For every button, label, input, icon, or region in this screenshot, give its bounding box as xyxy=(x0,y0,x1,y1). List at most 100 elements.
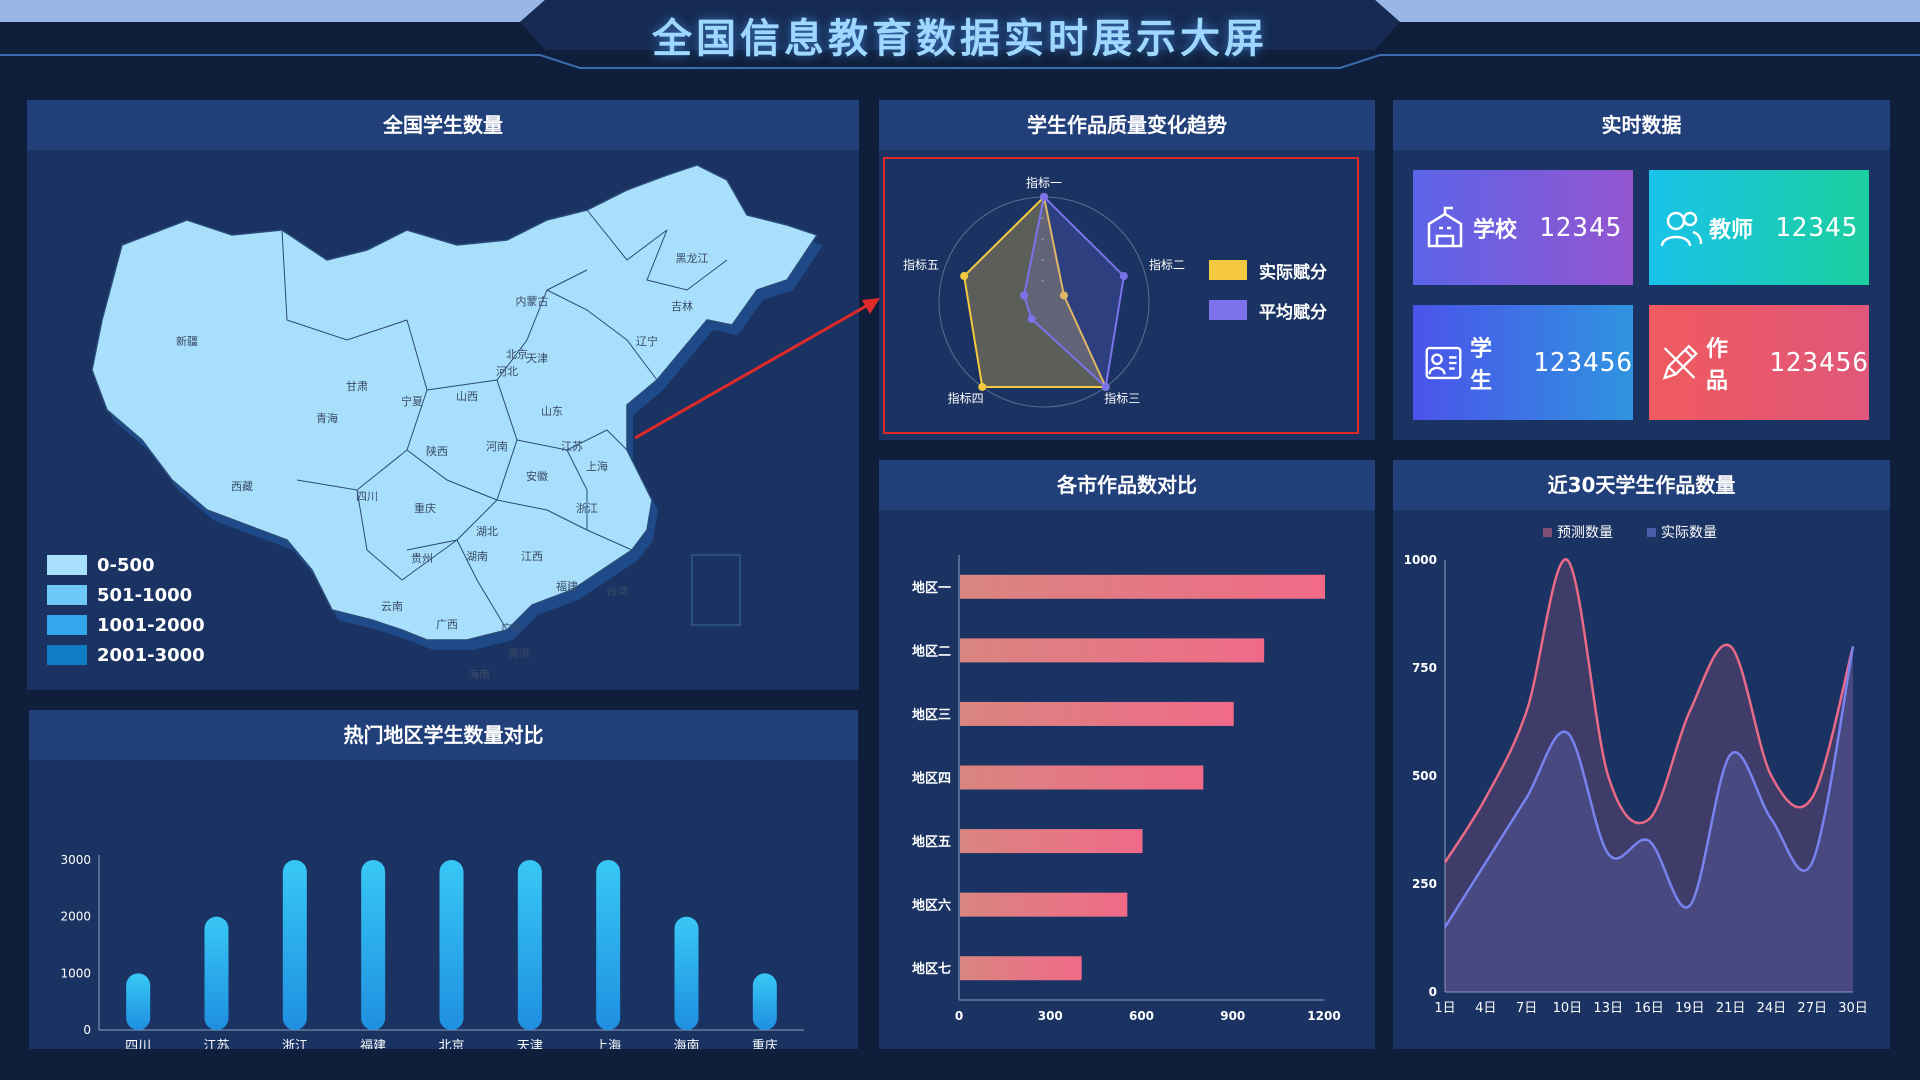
bar[interactable] xyxy=(960,638,1265,663)
province-label: 贵州 xyxy=(411,552,433,565)
student-icon xyxy=(1425,346,1462,379)
bar[interactable] xyxy=(960,892,1128,917)
province-label: 河南 xyxy=(486,440,508,453)
map-legend-item[interactable]: 501-1000 xyxy=(47,580,205,610)
legend-label: 平均赋分 xyxy=(1259,302,1327,323)
stat-card-1[interactable]: 教师 12345 xyxy=(1649,170,1869,285)
stat-value: 12345 xyxy=(1539,212,1623,243)
radar-area[interactable] xyxy=(963,194,1108,388)
radar-legend-item[interactable]: 平均赋分 xyxy=(1209,290,1327,330)
province-label: 甘肃 xyxy=(346,380,368,393)
bar[interactable] xyxy=(960,956,1082,981)
x-tick-label: 16日 xyxy=(1634,1001,1664,1016)
x-tick-label: 1日 xyxy=(1434,1001,1455,1016)
radar-point[interactable] xyxy=(1040,193,1048,201)
province-label: 广东 xyxy=(501,622,523,635)
y-tick-label: 1000 xyxy=(1404,553,1437,567)
province-label: 上海 xyxy=(586,459,608,473)
stat-card-2[interactable]: 学生 123456 xyxy=(1413,305,1633,420)
bar[interactable] xyxy=(517,860,542,1030)
x-tick-label: 北京 xyxy=(438,1039,464,1049)
province-label: 辽宁 xyxy=(636,334,658,348)
legend-label[interactable]: 实际数量 xyxy=(1661,525,1717,541)
legend-label[interactable]: 预测数量 xyxy=(1557,525,1613,541)
province-label: 北京 xyxy=(506,347,528,361)
china-shape[interactable] xyxy=(91,164,819,641)
bar[interactable] xyxy=(752,973,777,1030)
bar[interactable] xyxy=(361,860,386,1030)
radar-body: 指标一 指标二 指标三 指标四 指标五 实际赋分 平均赋分 xyxy=(879,150,1375,440)
bar[interactable] xyxy=(204,916,229,1030)
x-tick-label: 0 xyxy=(955,1009,963,1023)
province-label: 山东 xyxy=(541,405,563,418)
province-label: 黑龙江 xyxy=(676,252,709,265)
bar[interactable] xyxy=(439,860,464,1030)
province-label: 海南 xyxy=(468,667,490,681)
legend-swatch xyxy=(47,615,87,635)
page-title: 全国信息教育数据实时展示大屏 xyxy=(652,16,1268,62)
series-line[interactable] xyxy=(1443,558,1855,864)
x-tick-label: 30日 xyxy=(1838,1001,1868,1016)
province-label: 西藏 xyxy=(231,480,253,493)
radar-point[interactable] xyxy=(1027,314,1036,323)
province-label: 广西 xyxy=(436,618,458,631)
y-tick-label: 地区四 xyxy=(912,771,951,787)
x-tick-label: 四川 xyxy=(125,1039,151,1049)
legend-swatch xyxy=(47,585,87,605)
map-legend-item[interactable]: 2001-3000 xyxy=(47,640,205,670)
x-tick-label: 1200 xyxy=(1307,1009,1340,1023)
stat-label: 学校 xyxy=(1473,217,1518,243)
bar[interactable] xyxy=(282,860,307,1030)
works-icon xyxy=(1662,344,1698,380)
bar[interactable] xyxy=(960,829,1143,854)
x-tick-label: 19日 xyxy=(1675,1001,1705,1016)
province-label: 重庆 xyxy=(414,501,436,515)
province-label: 山西 xyxy=(456,390,478,403)
radar-point[interactable] xyxy=(960,272,969,281)
map-legend-item[interactable]: 1001-2000 xyxy=(47,610,205,640)
x-tick-label: 300 xyxy=(1038,1009,1063,1023)
y-tick-label: 2000 xyxy=(60,910,91,924)
bar[interactable] xyxy=(960,701,1234,726)
province-label: 浙江 xyxy=(576,502,598,515)
x-tick-label: 21日 xyxy=(1716,1001,1746,1016)
x-tick-label: 24日 xyxy=(1757,1001,1787,1016)
x-tick-label: 27日 xyxy=(1797,1001,1827,1016)
trend-panel: 近30天学生作品数量 0 250 500 750 1000 1日 4日 7日 10日 13日 16日… xyxy=(1393,460,1890,1049)
stat-card-3[interactable]: 作品 123456 xyxy=(1649,305,1869,420)
province-label: 湖北 xyxy=(476,525,498,538)
radar-point[interactable] xyxy=(1020,291,1029,300)
bar[interactable] xyxy=(674,916,699,1030)
radar-point[interactable] xyxy=(1101,382,1110,391)
realtime-panel: 实时数据 学校 12345 教师 12345 学生 123456 作品 123456 xyxy=(1393,100,1890,440)
y-tick-label: 1000 xyxy=(60,966,91,980)
bar[interactable] xyxy=(596,860,621,1030)
radar-point[interactable] xyxy=(1119,272,1128,281)
radar-point[interactable] xyxy=(1059,291,1068,300)
series-line[interactable] xyxy=(1443,646,1855,928)
x-tick-label: 4日 xyxy=(1475,1001,1496,1016)
bar[interactable] xyxy=(960,574,1325,599)
legend-swatch xyxy=(1543,528,1552,537)
radar-legend-item[interactable]: 实际赋分 xyxy=(1209,250,1327,290)
teacher-icon xyxy=(1660,211,1703,246)
radar-point[interactable] xyxy=(978,382,987,391)
x-tick-label: 福建 xyxy=(360,1039,386,1049)
legend-swatch xyxy=(1209,300,1247,320)
radar-area[interactable] xyxy=(1022,194,1125,389)
radar-panel: 学生作品质量变化趋势 指标一 指标二 指标三 指标四 指标五 实际赋分 平均赋分 xyxy=(879,100,1375,440)
province-label: 云南 xyxy=(381,600,403,613)
legend-label: 0-500 xyxy=(97,554,155,576)
stat-card-0[interactable]: 学校 12345 xyxy=(1413,170,1633,285)
stat-label: 作品 xyxy=(1706,336,1729,394)
y-tick-label: 地区二 xyxy=(912,643,951,659)
hot-body: 0 1000 2000 3000 四川 江苏 浙江 福建 北京 天津 上海 海南 重庆 xyxy=(29,760,858,1049)
x-tick-label: 600 xyxy=(1129,1009,1154,1023)
province-label: 湖南 xyxy=(466,550,488,563)
bar[interactable] xyxy=(960,765,1204,790)
legend-swatch xyxy=(47,555,87,575)
legend-label: 1001-2000 xyxy=(97,614,205,636)
map-legend-item[interactable]: 0-500 xyxy=(47,550,205,580)
bar[interactable] xyxy=(126,973,151,1030)
